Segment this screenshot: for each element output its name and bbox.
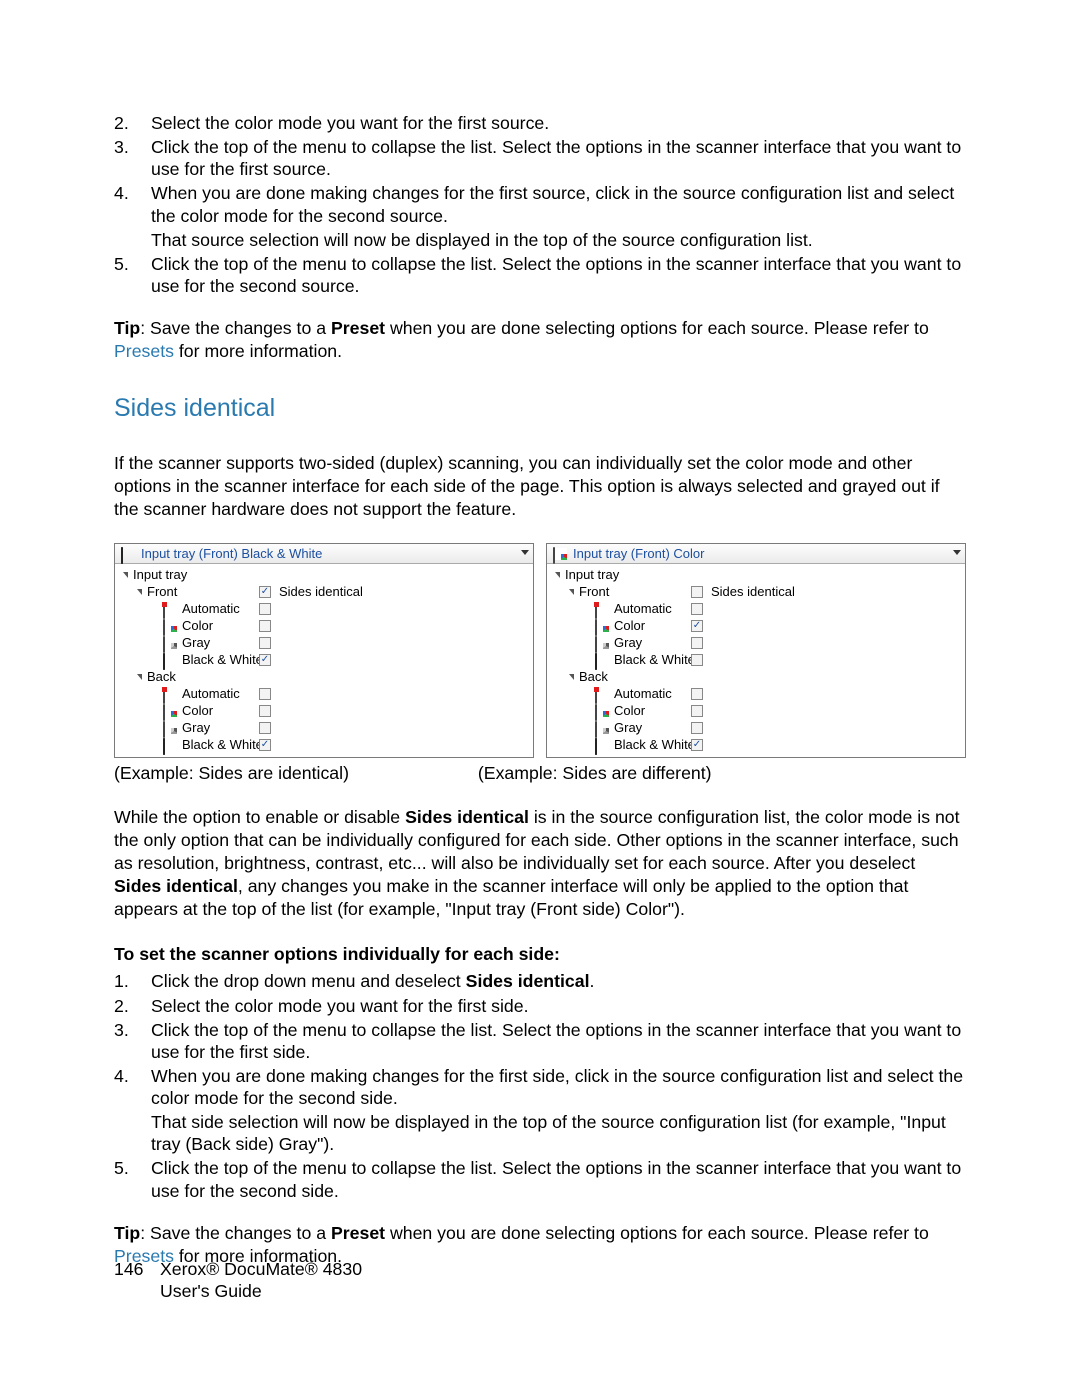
dropdown-header[interactable]: Input tray (Front) Black & White <box>115 544 533 564</box>
gray-icon <box>163 637 177 649</box>
automatic-icon <box>163 603 177 615</box>
sides-identical-checkbox[interactable] <box>691 586 703 598</box>
bold-line: To set the scanner options individually … <box>114 943 966 966</box>
tree-front[interactable]: Front Sides identical <box>555 583 965 600</box>
color-icon <box>595 620 609 632</box>
mode-checkbox[interactable] <box>691 722 703 734</box>
steps-bottom: 1. Click the drop down menu and deselect… <box>114 970 966 1201</box>
step-text: Click the top of the menu to collapse th… <box>151 136 966 180</box>
mode-checkbox[interactable] <box>259 637 271 649</box>
mode-color[interactable]: Color✓ <box>555 617 965 634</box>
mode-checkbox[interactable]: ✓ <box>691 739 703 751</box>
mode-checkbox[interactable] <box>259 688 271 700</box>
mode-color[interactable]: Color <box>123 617 533 634</box>
mode-checkbox[interactable] <box>691 654 703 666</box>
mode-bw[interactable]: Black & White <box>555 651 965 668</box>
mode-color[interactable]: Color <box>555 702 965 719</box>
mode-checkbox[interactable] <box>259 705 271 717</box>
footer-subtitle: User's Guide <box>160 1281 262 1301</box>
mode-gray[interactable]: Gray <box>123 634 533 651</box>
color-icon <box>163 705 177 717</box>
mode-bw[interactable]: Black & White✓ <box>123 651 533 668</box>
tree-back[interactable]: Back <box>123 668 533 685</box>
mode-bw[interactable]: Black & White✓ <box>555 736 965 753</box>
dropdown-sides-identical: Input tray (Front) Black & White Input t… <box>114 543 534 758</box>
step-text: Click the top of the menu to collapse th… <box>151 253 966 297</box>
footer-title: Xerox® DocuMate® 4830 <box>160 1259 362 1279</box>
automatic-icon <box>595 603 609 615</box>
page-number: 146 <box>114 1258 160 1302</box>
mode-checkbox[interactable]: ✓ <box>691 620 703 632</box>
mode-checkbox[interactable]: ✓ <box>259 739 271 751</box>
color-icon <box>595 705 609 717</box>
gray-icon <box>163 722 177 734</box>
dropdown-tree: Input tray Front ✓ Sides identical Autom… <box>115 564 533 757</box>
tree-root[interactable]: Input tray <box>123 566 533 583</box>
chevron-down-icon <box>521 550 529 555</box>
mode-gray[interactable]: Gray <box>555 634 965 651</box>
tree-back[interactable]: Back <box>555 668 965 685</box>
caption-right: (Example: Sides are different) <box>478 763 712 783</box>
bw-icon <box>595 654 609 666</box>
sides-identical-checkbox[interactable]: ✓ <box>259 586 271 598</box>
step-num: 4. <box>114 182 151 250</box>
mode-checkbox[interactable] <box>691 603 703 615</box>
dropdown-sides-different: Input tray (Front) Color Input tray Fron… <box>546 543 966 758</box>
mode-checkbox[interactable] <box>691 705 703 717</box>
dropdown-header[interactable]: Input tray (Front) Color <box>547 544 965 564</box>
mode-automatic[interactable]: Automatic <box>555 600 965 617</box>
tree-root[interactable]: Input tray <box>555 566 965 583</box>
presets-link[interactable]: Presets <box>114 341 174 361</box>
automatic-icon <box>595 688 609 700</box>
color-icon <box>163 620 177 632</box>
tree-front[interactable]: Front ✓ Sides identical <box>123 583 533 600</box>
mode-bw[interactable]: Black & White✓ <box>123 736 533 753</box>
para-sides-identical-explain: While the option to enable or disable Si… <box>114 806 966 921</box>
tip-1: Tip: Save the changes to a Preset when y… <box>114 317 966 363</box>
mode-automatic[interactable]: Automatic <box>123 685 533 702</box>
bw-icon <box>163 654 177 666</box>
steps-top: 2. Select the color mode you want for th… <box>114 112 966 297</box>
mode-checkbox[interactable] <box>259 603 271 615</box>
bw-icon <box>163 739 177 751</box>
gray-icon <box>595 637 609 649</box>
mode-gray[interactable]: Gray <box>123 719 533 736</box>
mode-checkbox[interactable]: ✓ <box>259 654 271 666</box>
captions: (Example: Sides are identical) (Example:… <box>114 762 966 784</box>
page-footer: 146 Xerox® DocuMate® 4830 User's Guide <box>114 1258 362 1302</box>
para-sides-identical-intro: If the scanner supports two-sided (duple… <box>114 452 966 521</box>
section-heading: Sides identical <box>114 393 966 424</box>
step-num: 3. <box>114 136 151 180</box>
color-icon <box>553 548 567 560</box>
step-num: 5. <box>114 253 151 297</box>
mode-checkbox[interactable] <box>259 620 271 632</box>
dropdown-screenshots: Input tray (Front) Black & White Input t… <box>114 543 966 758</box>
dropdown-tree: Input tray Front Sides identical Automat… <box>547 564 965 757</box>
automatic-icon <box>163 688 177 700</box>
bw-icon <box>595 739 609 751</box>
mode-checkbox[interactable] <box>259 722 271 734</box>
mode-color[interactable]: Color <box>123 702 533 719</box>
bw-icon <box>121 548 135 560</box>
step-text: Select the color mode you want for the f… <box>151 112 966 134</box>
mode-automatic[interactable]: Automatic <box>123 600 533 617</box>
mode-automatic[interactable]: Automatic <box>555 685 965 702</box>
step-num: 2. <box>114 112 151 134</box>
mode-gray[interactable]: Gray <box>555 719 965 736</box>
mode-checkbox[interactable] <box>691 637 703 649</box>
step-text: When you are done making changes for the… <box>151 182 966 250</box>
chevron-down-icon <box>953 550 961 555</box>
gray-icon <box>595 722 609 734</box>
caption-left: (Example: Sides are identical) <box>114 763 349 783</box>
mode-checkbox[interactable] <box>691 688 703 700</box>
